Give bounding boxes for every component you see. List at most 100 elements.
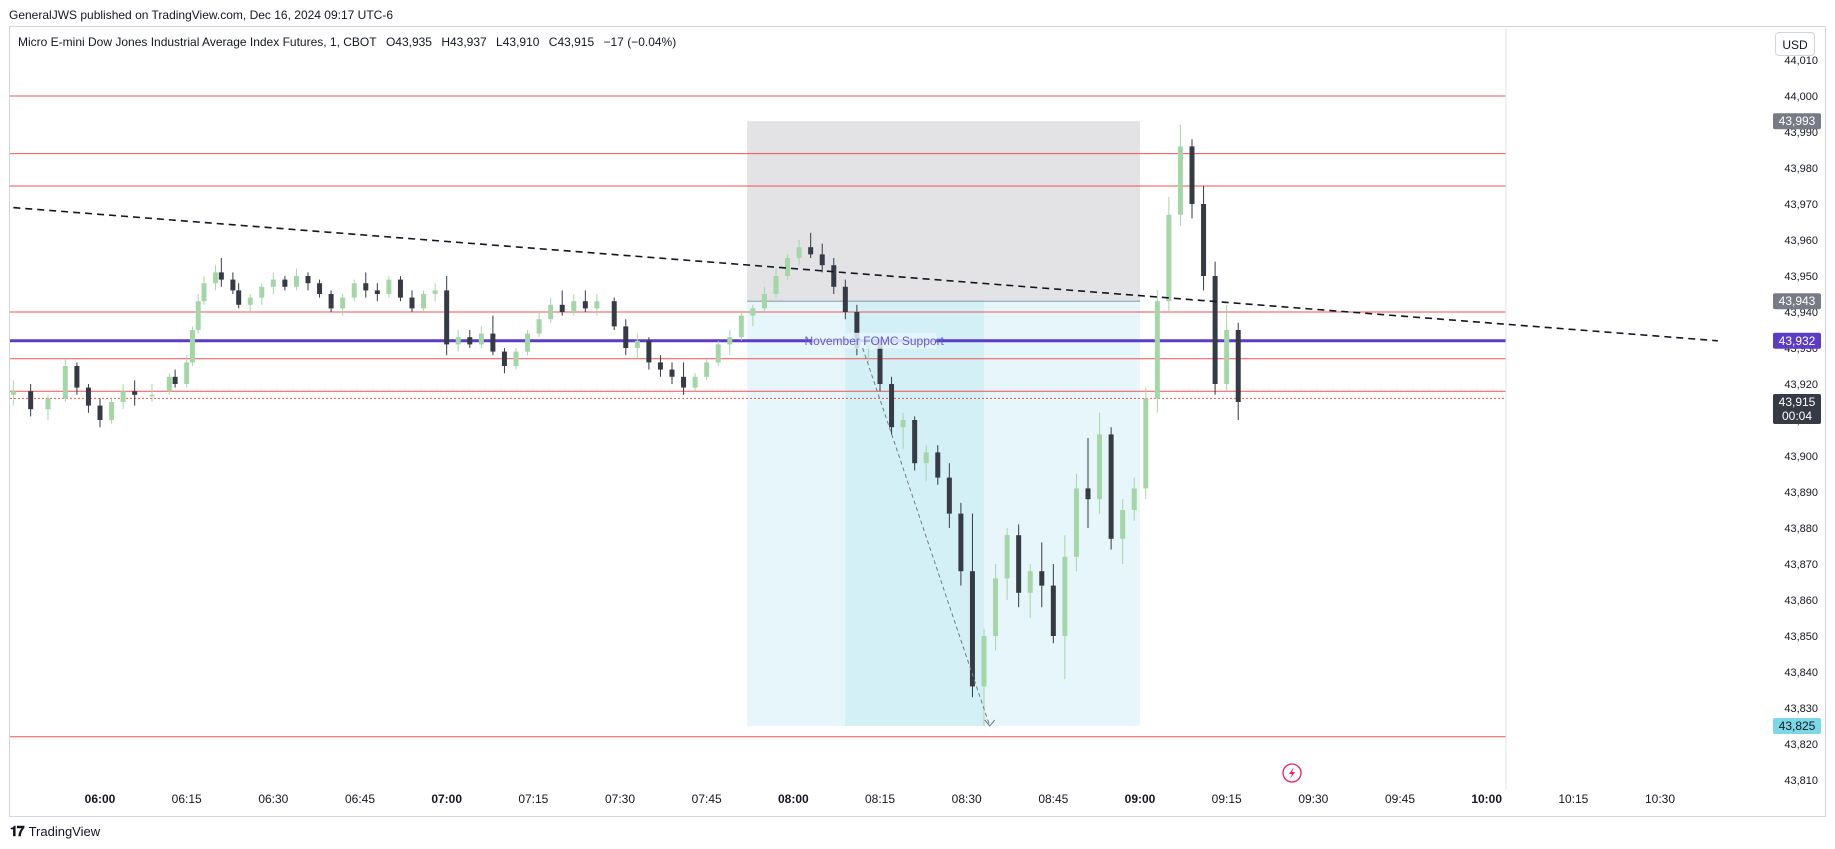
- candle: [236, 283, 242, 309]
- candle-body: [1131, 488, 1137, 510]
- candle-body: [328, 294, 334, 309]
- candle: [1235, 322, 1241, 420]
- candle-body: [796, 247, 802, 258]
- candle: [1073, 474, 1079, 572]
- candle-body: [692, 376, 698, 388]
- candle: [571, 294, 577, 316]
- candle: [195, 294, 201, 334]
- price-tick-label: 43,840: [1784, 667, 1818, 679]
- candle-body: [785, 258, 791, 276]
- candle-body: [1201, 204, 1207, 276]
- candle: [582, 290, 588, 312]
- candle: [594, 294, 600, 316]
- candle-body: [669, 369, 675, 377]
- candle: [421, 290, 427, 312]
- candle: [1050, 564, 1056, 644]
- price-tick-label: 43,940: [1784, 307, 1818, 319]
- candle-body: [1224, 330, 1230, 384]
- price-label: 43,915: [1779, 395, 1816, 409]
- price-tick-label: 43,860: [1784, 595, 1818, 607]
- candle: [397, 276, 403, 302]
- time-tick-label: 10:00: [1471, 792, 1502, 806]
- candle: [247, 294, 253, 312]
- candle: [623, 319, 629, 356]
- candle: [525, 330, 531, 356]
- price-tick-label: 43,880: [1784, 523, 1818, 535]
- price-tick-label: 43,900: [1784, 451, 1818, 463]
- candle-body: [1073, 488, 1079, 557]
- time-tick-label: 08:15: [865, 792, 895, 806]
- candle-body: [1143, 398, 1149, 489]
- candle-body: [1062, 556, 1068, 636]
- time-tick-label: 08:00: [778, 792, 809, 806]
- projection-arrow: [862, 347, 991, 727]
- candle: [172, 369, 178, 388]
- candle: [1201, 186, 1207, 291]
- candle: [97, 398, 103, 428]
- candle: [120, 384, 126, 410]
- candle: [218, 258, 224, 287]
- candle: [1166, 196, 1172, 312]
- candle: [1039, 542, 1045, 608]
- trend-line: [13, 206, 1718, 342]
- candle-body: [715, 344, 721, 363]
- tradingview-footer[interactable]: 𝟏𝟕 TradingView: [10, 823, 100, 840]
- candle-body: [854, 312, 860, 348]
- candle: [230, 272, 236, 294]
- candle: [993, 564, 999, 651]
- candle-body: [623, 326, 629, 348]
- candle: [259, 283, 265, 305]
- price-label-bg: [1773, 394, 1821, 424]
- candle-body: [432, 290, 438, 294]
- candle-body: [259, 286, 265, 298]
- candle-body: [704, 362, 710, 377]
- candle-body: [230, 279, 236, 291]
- candle: [946, 463, 952, 528]
- candle-body: [646, 340, 652, 363]
- candle: [900, 412, 906, 449]
- candle: [166, 373, 172, 395]
- time-tick-label: 10:30: [1645, 792, 1675, 806]
- price-tick-label: 44,000: [1784, 91, 1818, 103]
- candle-body: [201, 283, 207, 302]
- candle-body: [993, 578, 999, 636]
- support-label: November FOMC Support: [805, 334, 945, 348]
- candle-body: [727, 337, 733, 345]
- candle-body: [738, 315, 744, 338]
- candle: [611, 297, 617, 330]
- candle: [738, 312, 744, 341]
- time-tick-label: 08:45: [1038, 792, 1068, 806]
- candle-body: [1235, 330, 1241, 402]
- candle: [444, 276, 450, 356]
- currency-button[interactable]: USD: [1775, 32, 1815, 56]
- countdown-label: 00:04: [1782, 409, 1812, 423]
- candle-body: [761, 294, 767, 309]
- price-label: 43,943: [1779, 294, 1816, 308]
- legend-symbol: Micro E-mini Dow Jones Industrial Averag…: [18, 35, 377, 49]
- candle: [132, 380, 138, 406]
- candle-body: [189, 330, 195, 363]
- candle: [923, 445, 929, 482]
- price-tick-label: 43,990: [1784, 127, 1818, 139]
- tradingview-logo-icon: 𝟏𝟕: [10, 823, 25, 839]
- candle: [1085, 438, 1091, 528]
- candle-body: [1004, 535, 1010, 579]
- candle-body: [149, 394, 155, 397]
- candle: [1189, 139, 1195, 219]
- candle-body: [1085, 488, 1091, 500]
- candle-body: [946, 477, 952, 514]
- candle-body: [317, 283, 323, 294]
- candle-body: [45, 398, 51, 410]
- candle-body: [559, 304, 565, 312]
- candle-body: [409, 297, 415, 309]
- candle: [935, 445, 941, 485]
- candle: [386, 276, 392, 298]
- candle-body: [270, 279, 276, 287]
- candle-body: [109, 402, 115, 420]
- candle: [363, 272, 369, 298]
- time-tick-label: 09:15: [1212, 792, 1242, 806]
- candle: [184, 355, 190, 388]
- candle-body: [282, 279, 288, 287]
- time-tick-label: 09:00: [1125, 792, 1156, 806]
